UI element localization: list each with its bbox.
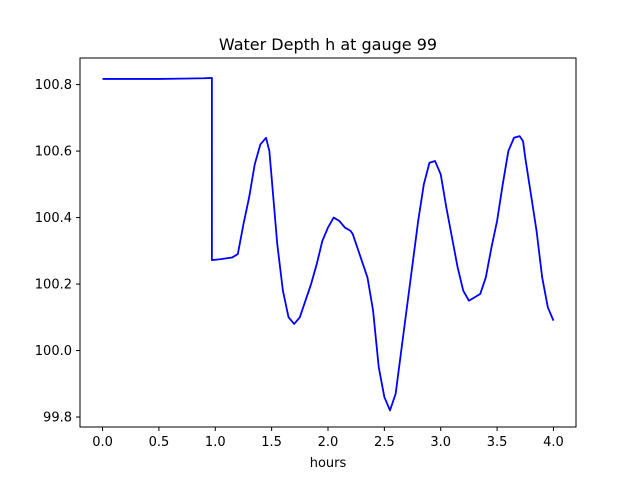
y-tick-label: 100.6 [35, 145, 72, 160]
y-tick-label: 100.2 [35, 278, 72, 293]
x-tick-label: 2.0 [318, 435, 339, 450]
x-axis: 0.0 0.5 1.0 1.5 2.0 2.5 3.0 3.5 4.0 [92, 427, 564, 450]
x-axis-label: hours [310, 456, 347, 471]
y-axis: 99.8 100.0 100.2 100.4 100.6 100.8 [35, 78, 80, 426]
x-tick-label: 3.0 [430, 435, 451, 450]
x-tick-label: 4.0 [543, 435, 564, 450]
x-tick-label: 3.5 [487, 435, 508, 450]
x-tick-label: 2.5 [374, 435, 395, 450]
chart-title: Water Depth h at gauge 99 [219, 35, 437, 54]
x-tick-label: 1.0 [205, 435, 226, 450]
y-tick-label: 99.8 [43, 411, 72, 426]
series-line [102, 77, 555, 412]
x-tick-label: 0.0 [92, 435, 113, 450]
y-tick-label: 100.8 [35, 78, 72, 93]
x-tick-label: 0.5 [149, 435, 170, 450]
y-tick-label: 100.0 [35, 344, 72, 359]
y-tick-label: 100.4 [35, 211, 72, 226]
x-tick-label: 1.5 [261, 435, 282, 450]
